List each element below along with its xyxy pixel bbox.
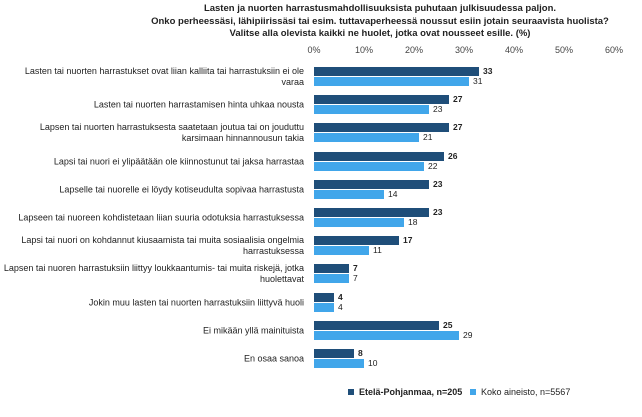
category-label: Lapsi tai nuori ei ylipäätään ole kiinno… [53,156,304,167]
bar-etela-pohjanmaa [314,349,354,358]
x-tick-label: 0% [307,45,321,55]
data-label: 14 [388,188,398,199]
bar-koko-aineisto [314,189,384,199]
bar-etela-pohjanmaa [314,95,449,105]
data-label: 4 [338,291,343,302]
data-label: 10 [368,358,378,368]
bar-etela-pohjanmaa [314,123,449,133]
data-label: 33 [483,66,493,76]
x-tick-label: 20% [404,45,424,55]
bar-koko-aineisto [314,274,349,284]
bar-etela-pohjanmaa [314,292,334,302]
bar-etela-pohjanmaa [314,208,429,217]
bar-etela-pohjanmaa [314,264,349,274]
data-label: 18 [408,217,418,227]
category-label: Lapselle tai nuorelle ei löydy kotiseudu… [59,184,304,195]
legend-label: Koko aineisto, n=5567 [481,387,571,397]
x-tick-label: 10% [354,45,374,55]
data-label: 23 [433,207,443,217]
category-label: Lapsen tai nuoren harrastuksiin liittyy … [3,263,304,285]
bar-koko-aineisto [314,246,369,256]
bar-etela-pohjanmaa [314,67,479,76]
category-label: Lapsi tai nuori on kohdannut kiusaamista… [21,235,304,257]
data-label: 27 [453,122,463,133]
bar-etela-pohjanmaa [314,151,444,161]
data-label: 7 [353,273,358,284]
category-label: Lapsen tai nuorten harrastuksesta saatet… [39,122,304,144]
x-tick-label: 30% [454,45,474,55]
data-label: 23 [433,178,443,189]
title-line: Onko perheessäsi, lähipiirissäsi tai esi… [151,15,609,27]
category-label: Jokin muu lasten tai nuorten harrastuksi… [88,297,304,308]
data-label: 8 [358,348,363,358]
bar-koko-aineisto [314,77,469,86]
category-label: En osaa sanoa [243,353,304,364]
bar-etela-pohjanmaa [314,320,439,330]
data-label: 7 [353,263,358,274]
category-label: Lasten tai nuorten harrastamisen hinta u… [93,99,304,110]
data-label: 21 [423,132,433,143]
legend-swatch [348,389,354,395]
x-tick-label: 50% [554,45,574,55]
data-label: 26 [448,150,458,161]
bar-koko-aineisto [314,330,459,340]
data-label: 11 [373,245,382,256]
data-label: 17 [403,235,413,246]
data-label: 22 [428,160,438,171]
bar-etela-pohjanmaa [314,179,429,189]
legend-label: Etelä-Pohjanmaa, n=205 [359,387,463,397]
data-label: 4 [338,301,343,312]
title-line: Lasten ja nuorten harrastusmahdollisuuks… [203,3,557,14]
bar-koko-aineisto [314,218,404,227]
bar-koko-aineisto [314,359,364,368]
chart-title: Lasten ja nuorten harrastusmahdollisuuks… [150,3,610,41]
data-label: 23 [433,104,443,115]
data-label: 31 [473,76,483,86]
category-label: Ei mikään yllä mainituista [202,325,304,336]
legend-item: Etelä-Pohjanmaa, n=205 [348,387,462,397]
bar-koko-aineisto [314,302,334,312]
bar-etela-pohjanmaa [314,236,399,246]
x-tick-label: 40% [504,45,524,55]
legend-item: Koko aineisto, n=5567 [470,387,570,397]
legend-swatch [470,389,476,395]
data-label: 27 [453,94,463,105]
category-label: Lapseen tai nuoreen kohdistetaan liian s… [18,212,304,223]
bar-koko-aineisto [314,161,424,171]
title-line: Valitse alla olevista kaikki ne huolet, … [229,28,531,39]
bar-koko-aineisto [314,133,419,143]
category-label: Lasten tai nuorten harrastukset ovat lii… [24,66,304,87]
data-label: 29 [463,329,473,340]
data-label: 25 [443,319,453,330]
x-tick-label: 60% [604,45,624,55]
bar-koko-aineisto [314,105,429,115]
